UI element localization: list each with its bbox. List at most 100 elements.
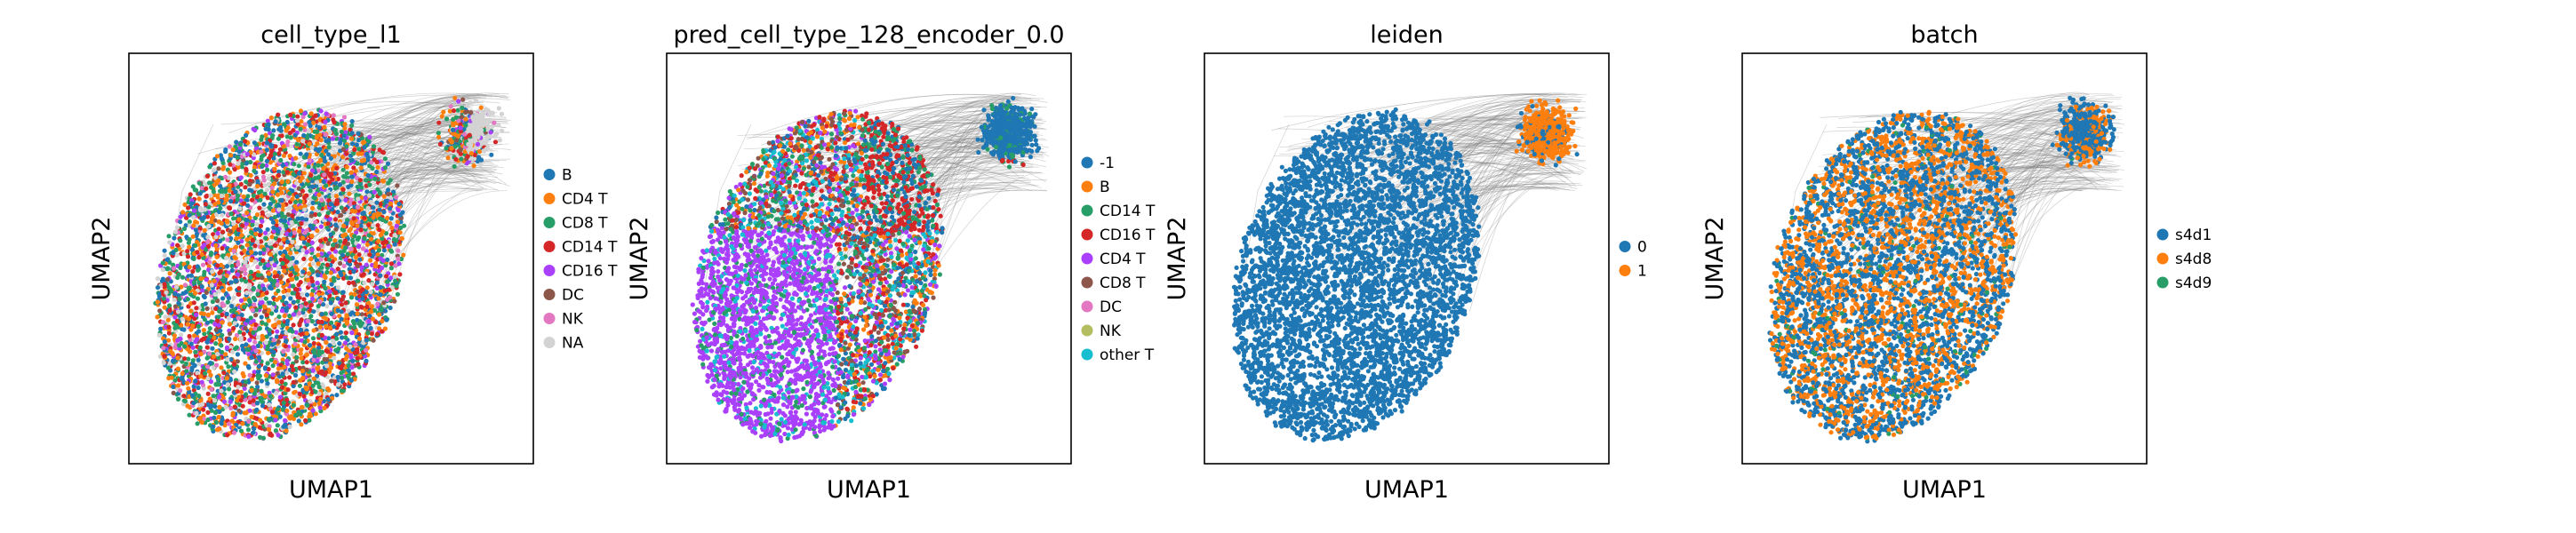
scatter-point	[186, 205, 191, 211]
scatter-point	[382, 165, 388, 171]
scatter-point	[383, 231, 389, 236]
scatter-point	[253, 231, 259, 236]
scatter-point	[354, 230, 359, 235]
scatter-point	[251, 345, 257, 350]
scatter-point	[314, 135, 319, 140]
scatter-point	[388, 221, 393, 227]
scatter-point	[322, 172, 327, 178]
scatter-point	[207, 326, 212, 331]
scatter-point	[312, 350, 317, 355]
scatter-point	[333, 249, 339, 254]
scatter-point	[301, 297, 307, 302]
scatter-point	[205, 243, 212, 249]
scatter-point	[381, 248, 387, 253]
scatter-point	[374, 169, 380, 175]
scatter-point	[397, 230, 403, 235]
scatter-point	[235, 155, 240, 160]
scatter-point	[258, 395, 263, 401]
scatter-point	[198, 351, 204, 357]
scatter-point	[208, 379, 214, 385]
scatter-point	[228, 228, 233, 234]
scatter-point	[308, 314, 314, 319]
scatter-point	[356, 196, 361, 202]
scatter-point	[310, 336, 316, 341]
scatter-point	[289, 363, 294, 369]
scatter-point	[313, 380, 318, 386]
scatter-point	[211, 394, 216, 399]
scatter-point	[172, 378, 178, 383]
scatter-point	[350, 221, 356, 227]
scatter-point	[236, 286, 242, 291]
scatter-point	[365, 172, 371, 179]
scatter-point	[324, 363, 330, 369]
scatter-point	[304, 386, 309, 392]
scatter-point	[238, 389, 244, 394]
scatter-point	[224, 273, 229, 278]
scatter-point	[351, 269, 356, 274]
scatter-point	[240, 343, 245, 348]
scatter-point	[300, 188, 305, 194]
scatter-point	[260, 210, 265, 215]
scatter-point	[333, 222, 339, 227]
scatter-point	[220, 166, 226, 171]
scatter-point	[252, 426, 257, 432]
scatter-point	[297, 365, 302, 370]
scatter-point	[290, 196, 295, 202]
scatter-point	[234, 139, 239, 145]
scatter-point	[219, 388, 224, 394]
scatter-point	[249, 188, 254, 194]
scatter-point	[255, 291, 260, 297]
scatter-point	[283, 381, 288, 386]
scatter-point	[357, 257, 363, 262]
scatter-point	[301, 166, 307, 171]
scatter-point	[210, 310, 215, 315]
scatter-point	[436, 131, 441, 136]
scatter-point	[299, 347, 304, 353]
scatter-point	[252, 140, 257, 146]
scatter-point	[377, 147, 382, 153]
scatter-point	[343, 330, 348, 336]
scatter-point	[241, 194, 246, 199]
scatter-point	[334, 336, 340, 341]
scatter-point	[269, 342, 275, 347]
scatter-point	[348, 344, 353, 349]
scatter-point	[210, 346, 215, 351]
scatter-point	[335, 296, 340, 301]
scatter-point	[366, 193, 372, 198]
scatter-point	[381, 210, 387, 215]
scatter-point	[196, 196, 202, 202]
scatter-point	[342, 340, 348, 346]
scatter-point	[195, 421, 200, 426]
scatter-point	[308, 188, 313, 194]
scatter-point	[245, 263, 251, 269]
scatter-point	[284, 119, 290, 125]
scatter-point	[272, 243, 277, 248]
scatter-point	[204, 290, 209, 295]
scatter-point	[187, 237, 192, 243]
scatter-point	[300, 360, 306, 365]
scatter-point	[215, 352, 220, 357]
scatter-point	[304, 360, 309, 365]
scatter-point	[368, 258, 373, 263]
scatter-point	[244, 132, 249, 138]
scatter-point	[221, 370, 227, 376]
scatter-point	[197, 191, 203, 196]
scatter-point	[357, 178, 363, 183]
scatter-point	[198, 374, 204, 379]
scatter-point	[349, 179, 355, 185]
scatter-point	[448, 104, 453, 109]
scatter-point	[369, 309, 374, 314]
scatter-point	[188, 341, 194, 346]
scatter-point	[394, 223, 399, 228]
scatter-point	[385, 215, 390, 220]
scatter-point	[368, 199, 373, 204]
scatter-point	[373, 320, 379, 325]
scatter-point	[178, 219, 183, 225]
scatter-point	[226, 315, 231, 321]
scatter-point	[244, 342, 249, 347]
scatter-point	[268, 300, 273, 306]
scatter-point	[352, 324, 357, 330]
scatter-point	[380, 329, 385, 334]
scatter-point	[356, 151, 361, 156]
scatter-point	[290, 213, 295, 219]
